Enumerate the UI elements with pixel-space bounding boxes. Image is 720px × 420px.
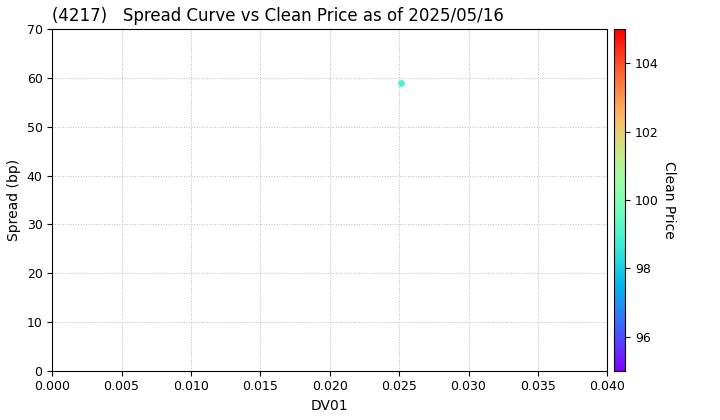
X-axis label: DV01: DV01 (311, 399, 348, 413)
Text: (4217)   Spread Curve vs Clean Price as of 2025/05/16: (4217) Spread Curve vs Clean Price as of… (53, 7, 504, 25)
Point (395, 79, 406, 86)
Y-axis label: Spread (bp): Spread (bp) (7, 159, 21, 241)
Y-axis label: Clean Price: Clean Price (662, 161, 675, 239)
